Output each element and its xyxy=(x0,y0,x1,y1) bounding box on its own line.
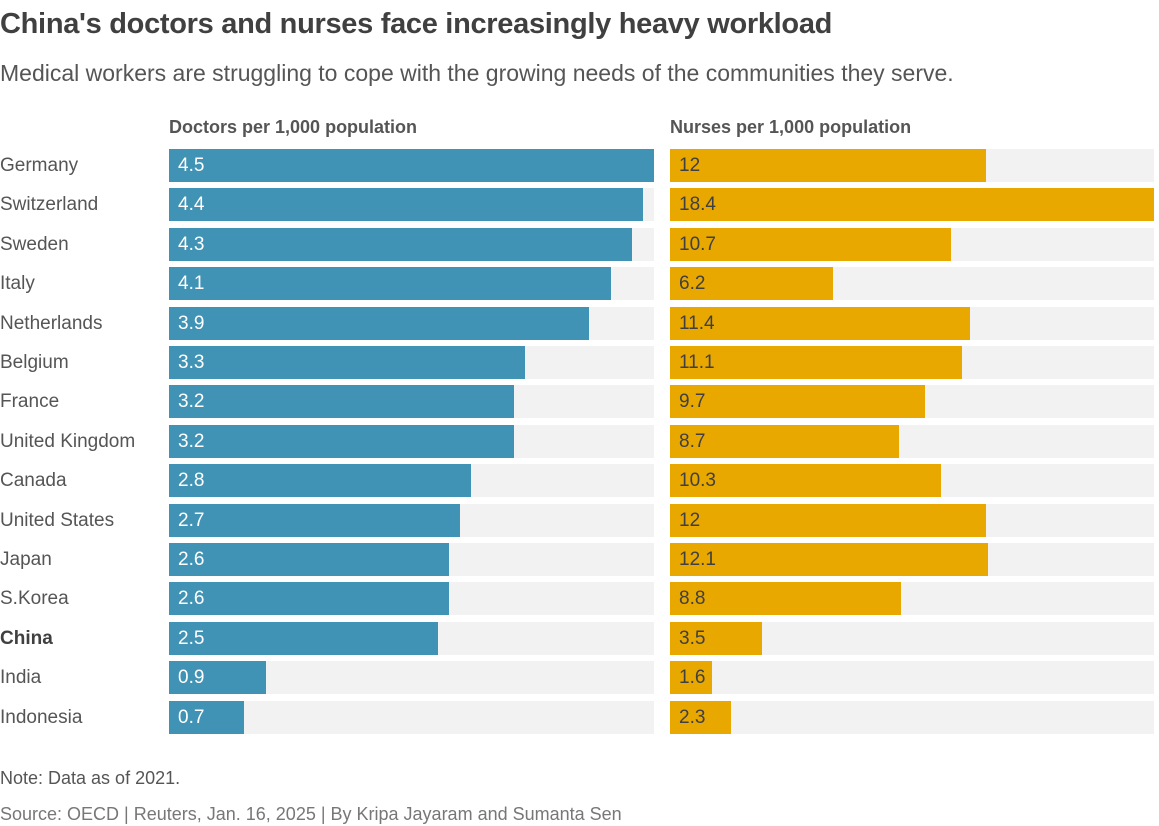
nurses-bar xyxy=(670,188,1154,222)
nurses-value-label: 9.7 xyxy=(679,391,706,413)
doctors-bar xyxy=(169,306,590,340)
doctors-value-label: 2.6 xyxy=(178,549,205,570)
nurses-value-label: 12 xyxy=(679,509,701,531)
category-label: Japan xyxy=(0,549,52,570)
chart-subtitle: Medical workers are struggling to cope w… xyxy=(0,60,954,86)
nurses-bar xyxy=(670,621,763,655)
nurses-bar xyxy=(670,385,926,419)
category-label: Italy xyxy=(0,273,35,295)
doctors-bar xyxy=(169,149,654,182)
doctors-bar xyxy=(169,227,633,261)
doctors-bar xyxy=(169,346,525,379)
category-label: Sweden xyxy=(0,233,69,255)
doctors-value-label: 2.8 xyxy=(178,470,205,492)
nurses-value-label: 3.5 xyxy=(679,627,706,649)
nurses-value-label: 10.7 xyxy=(679,233,716,255)
category-label: United States xyxy=(0,509,115,531)
category-label: Belgium xyxy=(0,352,69,373)
category-label: S.Korea xyxy=(0,588,69,610)
nurses-value-label: 1.6 xyxy=(679,667,706,689)
doctors-value-label: 2.5 xyxy=(178,627,205,649)
nurses-value-label: 11.4 xyxy=(679,312,715,334)
doctors-value-label: 0.9 xyxy=(178,667,205,689)
nurses-bar xyxy=(670,543,989,576)
doctors-bar xyxy=(169,661,266,695)
doctors-bar xyxy=(169,621,439,655)
doctors-track xyxy=(169,700,654,734)
nurses-track xyxy=(670,700,1154,734)
doctors-value-label: 2.6 xyxy=(178,588,205,610)
nurses-bar xyxy=(670,227,952,261)
nurses-value-label: 18.4 xyxy=(679,194,716,216)
nurses-bar xyxy=(670,306,970,340)
category-label: China xyxy=(0,627,53,649)
nurses-value-label: 12 xyxy=(679,155,701,176)
doctors-value-label: 0.7 xyxy=(178,706,205,728)
doctors-value-label: 3.3 xyxy=(178,352,205,373)
doctors-value-label: 4.4 xyxy=(178,194,205,216)
chart-title: China's doctors and nurses face increasi… xyxy=(0,8,833,40)
doctors-bar xyxy=(169,503,460,537)
doctors-bar xyxy=(169,543,450,576)
nurses-bar xyxy=(670,464,941,498)
doctors-bar xyxy=(169,385,514,419)
nurses-bar xyxy=(670,149,986,182)
nurses-bar xyxy=(670,700,731,734)
category-label: United Kingdom xyxy=(0,430,136,452)
doctors-bar xyxy=(169,700,245,734)
category-label: Germany xyxy=(0,155,79,176)
category-label: Switzerland xyxy=(0,194,99,216)
category-label: France xyxy=(0,391,60,413)
nurses-value-label: 8.8 xyxy=(679,588,706,610)
nurses-bar xyxy=(670,346,962,379)
doctors-bar xyxy=(169,188,644,222)
doctors-bar xyxy=(169,464,471,498)
nurses-header: Nurses per 1,000 population xyxy=(670,117,912,137)
category-label: Netherlands xyxy=(0,312,103,334)
nurses-track xyxy=(670,661,1154,695)
doctors-value-label: 4.5 xyxy=(178,155,205,176)
nurses-value-label: 2.3 xyxy=(679,706,706,728)
doctors-value-label: 4.1 xyxy=(178,273,205,295)
nurses-value-label: 6.2 xyxy=(679,273,706,295)
nurses-bar xyxy=(670,267,834,301)
category-label: Indonesia xyxy=(0,706,83,728)
doctors-header: Doctors per 1,000 population xyxy=(169,117,418,137)
nurses-bar xyxy=(670,661,713,695)
doctors-value-label: 3.2 xyxy=(178,391,205,413)
nurses-bar xyxy=(670,503,986,537)
doctors-value-label: 3.2 xyxy=(178,430,205,452)
nurses-value-label: 10.3 xyxy=(679,470,716,492)
doctors-value-label: 3.9 xyxy=(178,312,205,334)
nurses-value-label: 12.1 xyxy=(679,549,716,570)
nurses-value-label: 8.7 xyxy=(679,430,706,452)
doctors-value-label: 4.3 xyxy=(178,233,205,255)
doctors-bar xyxy=(169,582,450,616)
doctors-value-label: 2.7 xyxy=(178,509,205,531)
nurses-bar xyxy=(670,582,902,616)
nurses-bar xyxy=(670,424,899,458)
category-label: India xyxy=(0,667,42,689)
source: Source: OECD | Reuters, Jan. 16, 2025 | … xyxy=(0,804,622,824)
note: Note: Data as of 2021. xyxy=(0,768,181,788)
category-label: Canada xyxy=(0,470,67,492)
doctors-bar xyxy=(169,267,611,301)
doctors-bar xyxy=(169,424,514,458)
nurses-value-label: 11.1 xyxy=(679,352,715,373)
